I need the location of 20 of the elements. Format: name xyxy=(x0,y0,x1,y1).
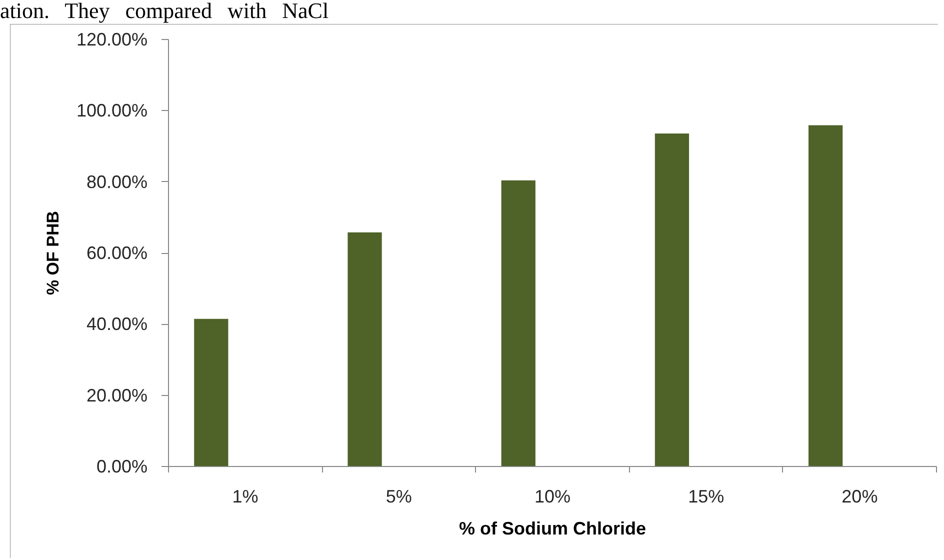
y-tick-label: 80.00% xyxy=(86,172,148,192)
y-tick-label: 40.00% xyxy=(86,314,148,334)
bar xyxy=(501,180,536,466)
y-tick-label: 120.00% xyxy=(76,30,148,50)
bar xyxy=(808,125,843,466)
bar xyxy=(654,133,690,466)
x-tick-label: 15% xyxy=(688,486,724,506)
y-tick-label: 100.00% xyxy=(76,100,148,121)
bar xyxy=(348,232,382,466)
x-tick-label: 5% xyxy=(386,486,412,506)
y-tick-label: 20.00% xyxy=(86,385,148,406)
y-axis-title: % OF PHB xyxy=(43,210,62,296)
y-tick-label: 0.00% xyxy=(96,456,148,476)
x-axis-title: % of Sodium Chloride xyxy=(459,518,646,538)
y-tick-label: 60.00% xyxy=(86,243,148,263)
bar xyxy=(194,318,228,466)
x-tick-label: 10% xyxy=(534,486,571,506)
x-tick-label: 20% xyxy=(842,486,878,506)
x-tick-label: 1% xyxy=(232,486,258,506)
text: ation. They compared with NaCl xyxy=(0,0,329,23)
